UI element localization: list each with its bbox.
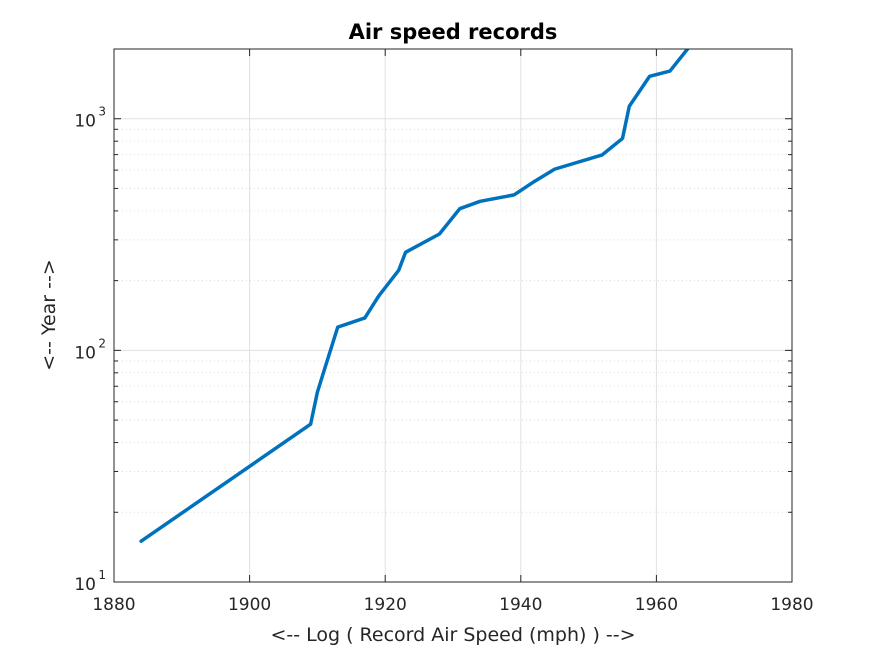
data-series — [139, 49, 690, 543]
plot-frame — [113, 48, 793, 583]
series-line — [139, 49, 690, 543]
x-tick-labels: 1880 1900 1920 1940 1960 1980 — [92, 595, 813, 615]
y-tick-label-exponent: 1 — [98, 568, 106, 582]
y-tick-label-exponent: 2 — [98, 336, 106, 350]
chart-title: Air speed records — [349, 20, 558, 44]
plot-area — [114, 49, 792, 582]
y-tick-label: 10 — [74, 575, 96, 595]
x-tick-label: 1880 — [92, 595, 135, 615]
x-tick-label: 1980 — [770, 595, 813, 615]
x-tick-label: 1920 — [364, 595, 407, 615]
x-tick-label: 1960 — [635, 595, 678, 615]
y-tick-label: 10 — [74, 112, 96, 132]
x-tick-label: 1900 — [228, 595, 271, 615]
x-axis-label: <-- Log ( Record Air Speed (mph) ) --> — [270, 624, 635, 646]
y-tick-label: 10 — [74, 343, 96, 363]
y-axis-label: <-- Year --> — [38, 259, 60, 371]
y-tick-label-exponent: 3 — [98, 105, 106, 119]
x-tick-label: 1940 — [499, 595, 542, 615]
axis-ticks — [113, 48, 793, 583]
